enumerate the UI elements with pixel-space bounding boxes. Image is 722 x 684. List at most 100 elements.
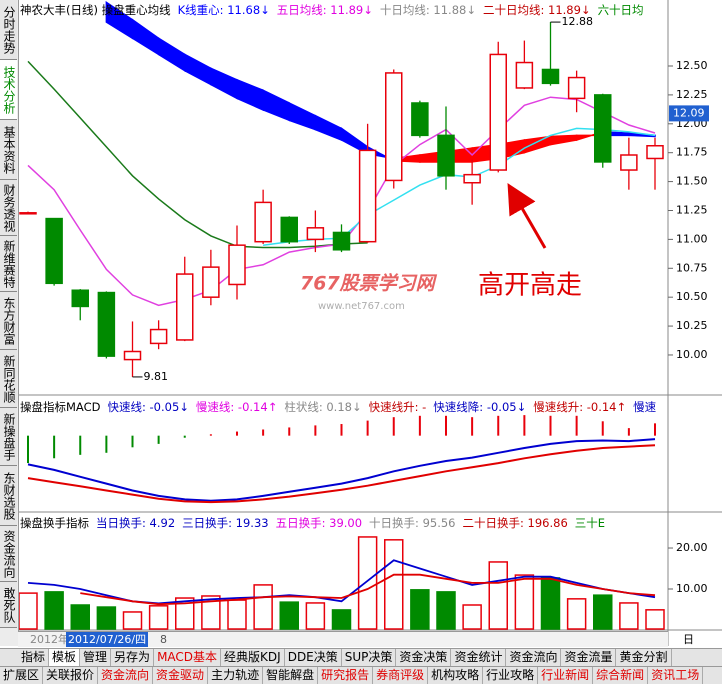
sidebar-tab[interactable]: 资金流向 bbox=[0, 526, 17, 582]
turnover-bar bbox=[227, 599, 247, 630]
sidebar-tab[interactable]: 敢死队 bbox=[0, 582, 17, 628]
header-item: 柱状线: 0.18↓ bbox=[284, 400, 362, 414]
ribbon-segment bbox=[210, 67, 238, 100]
info-tab[interactable]: 综合新闻 bbox=[593, 667, 649, 684]
y-tick-label: 20.00 bbox=[676, 541, 708, 554]
info-tab[interactable]: 券商评级 bbox=[373, 667, 429, 684]
candle-body bbox=[515, 61, 534, 89]
info-tab[interactable]: 资讯工场 bbox=[648, 667, 704, 684]
header-item: 三十E bbox=[574, 516, 606, 530]
info-tab[interactable]: 主力轨迹 bbox=[208, 667, 264, 684]
info-tab[interactable]: 资金流向 bbox=[98, 667, 154, 684]
sidebar-tab[interactable]: 基本资料 bbox=[0, 120, 17, 180]
toolbar-button[interactable]: 经典版KDJ bbox=[221, 649, 285, 666]
date-year: 2012年 bbox=[30, 633, 69, 646]
header-item: 慢速 bbox=[633, 400, 657, 414]
turnover-panel bbox=[18, 536, 665, 630]
sidebar-tab[interactable]: 新同花顺 bbox=[0, 350, 17, 408]
candle-body bbox=[123, 350, 142, 361]
toolbar-button[interactable]: MACD基本 bbox=[154, 649, 222, 666]
indicator-line bbox=[80, 573, 656, 606]
toolbar-button[interactable]: 资金流量 bbox=[561, 649, 617, 666]
ribbon-segment bbox=[288, 101, 317, 131]
toolbar-button[interactable]: 指标 bbox=[18, 649, 50, 666]
note: 高开高走 bbox=[478, 271, 582, 301]
toolbar-button[interactable]: 资金决策 bbox=[396, 649, 452, 666]
info-tab[interactable]: 研究报告 bbox=[318, 667, 374, 684]
last-price-box bbox=[669, 105, 709, 122]
y-tick-label: 12.50 bbox=[676, 59, 708, 72]
info-tab[interactable]: 行业攻略 bbox=[483, 667, 539, 684]
candle-body bbox=[149, 328, 168, 345]
sidebar-tab[interactable]: 技术分析 bbox=[0, 60, 17, 120]
turnover-bar bbox=[44, 591, 64, 630]
candle-body bbox=[306, 227, 325, 241]
turnover-bar bbox=[201, 595, 221, 630]
turnover-bar bbox=[384, 539, 404, 630]
candle-body bbox=[332, 231, 351, 251]
date-cursor: 2012/07/26/四 bbox=[66, 632, 149, 647]
header-item: 快速线: -0.05↓ bbox=[107, 400, 189, 414]
info-tab[interactable]: 智能解盘 bbox=[263, 667, 319, 684]
candle-body bbox=[646, 145, 664, 160]
turnover-bar bbox=[488, 561, 508, 630]
toolbar-button[interactable]: 黄金分割 bbox=[616, 649, 672, 666]
turnover-bar bbox=[70, 604, 90, 630]
y-tick-label: 10.75 bbox=[676, 261, 708, 274]
toolbar-button[interactable]: SUP决策 bbox=[342, 649, 397, 666]
header-item: 快速线升: - bbox=[368, 400, 427, 414]
sidebar-tab[interactable]: 新维赛特 bbox=[0, 236, 17, 292]
date-next: 8 bbox=[160, 633, 167, 646]
y-tick-label: 11.25 bbox=[676, 203, 708, 216]
toolbar-button[interactable]: 管理 bbox=[80, 649, 112, 666]
turnover-bar bbox=[357, 536, 378, 630]
toolbar-button[interactable]: 模板 bbox=[49, 649, 81, 666]
y-tick-label: 10.25 bbox=[676, 319, 708, 332]
header-item: 慢速线升: -0.14↑ bbox=[533, 400, 627, 414]
turnover-bar bbox=[593, 594, 613, 630]
turnover-bar bbox=[540, 577, 561, 630]
info-tab[interactable]: 扩展区 bbox=[0, 667, 44, 684]
candle-body bbox=[280, 216, 298, 243]
header-item: 五日均线: 11.89↓ bbox=[276, 3, 373, 17]
ribbon-segment bbox=[523, 135, 552, 154]
turnover-bar bbox=[436, 591, 456, 630]
panel-header: 操盘换手指标 当日换手: 4.92 三日换手: 19.33 五日换手: 39.00 十日… bbox=[20, 515, 665, 531]
sidebar-tab[interactable]: 分时走势 bbox=[0, 0, 17, 60]
toolbar-button[interactable]: 资金统计 bbox=[451, 649, 507, 666]
info-tab[interactable]: 机构攻略 bbox=[428, 667, 484, 684]
ribbon-segment bbox=[184, 53, 212, 86]
candle-body bbox=[202, 266, 220, 298]
turnover-bar bbox=[514, 574, 535, 630]
indicator-line bbox=[27, 60, 368, 249]
turnover-bar bbox=[279, 601, 299, 630]
sidebar-tab[interactable]: 新操盘手 bbox=[0, 408, 17, 466]
header-item: 当日换手: 4.92 bbox=[96, 516, 176, 530]
toolbar-button[interactable]: 另存为 bbox=[111, 649, 155, 666]
turnover-bar bbox=[253, 584, 273, 630]
candle-body bbox=[463, 173, 481, 184]
ribbon-segment bbox=[236, 78, 264, 112]
panel-header: 神农大丰(日线) 操盘重心均线 K线重心: 11.68↓ 五日均线: 11.89↓ 十… bbox=[20, 2, 665, 18]
info-tab[interactable]: 关联报价 bbox=[43, 667, 99, 684]
header-item: 二十日换手: 196.86 bbox=[462, 516, 568, 530]
candle-body bbox=[385, 72, 403, 182]
toolbar: 指标 模板 管理 另存为 MACD基本 经典版KDJ DDE决策 SUP决策 资金决策 资金统计资… bbox=[0, 648, 722, 666]
turnover-bar bbox=[462, 604, 482, 630]
ribbon-segment bbox=[131, 18, 160, 56]
candle-body bbox=[594, 94, 612, 163]
y-tick-label: 11.50 bbox=[676, 175, 708, 188]
info-tab[interactable]: 资金驱动 bbox=[153, 667, 209, 684]
sidebar-tab[interactable]: 财务透视 bbox=[0, 180, 17, 236]
sidebar-tab[interactable]: 东方财富 bbox=[0, 292, 17, 350]
ribbon-segment bbox=[549, 134, 578, 146]
indicator-line bbox=[263, 127, 656, 246]
indicator-line bbox=[27, 444, 656, 504]
ribbon-segment bbox=[262, 89, 290, 122]
toolbar-button[interactable]: 资金流向 bbox=[506, 649, 562, 666]
info-tab[interactable]: 行业新闻 bbox=[538, 667, 594, 684]
sidebar-tab[interactable]: 东财选股 bbox=[0, 466, 17, 526]
toolbar-button[interactable]: DDE决策 bbox=[285, 649, 342, 666]
